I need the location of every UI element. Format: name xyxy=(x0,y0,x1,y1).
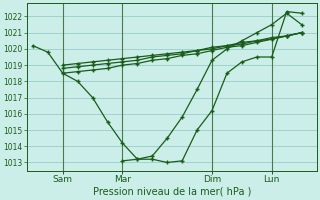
X-axis label: Pression niveau de la mer( hPa ): Pression niveau de la mer( hPa ) xyxy=(92,187,251,197)
